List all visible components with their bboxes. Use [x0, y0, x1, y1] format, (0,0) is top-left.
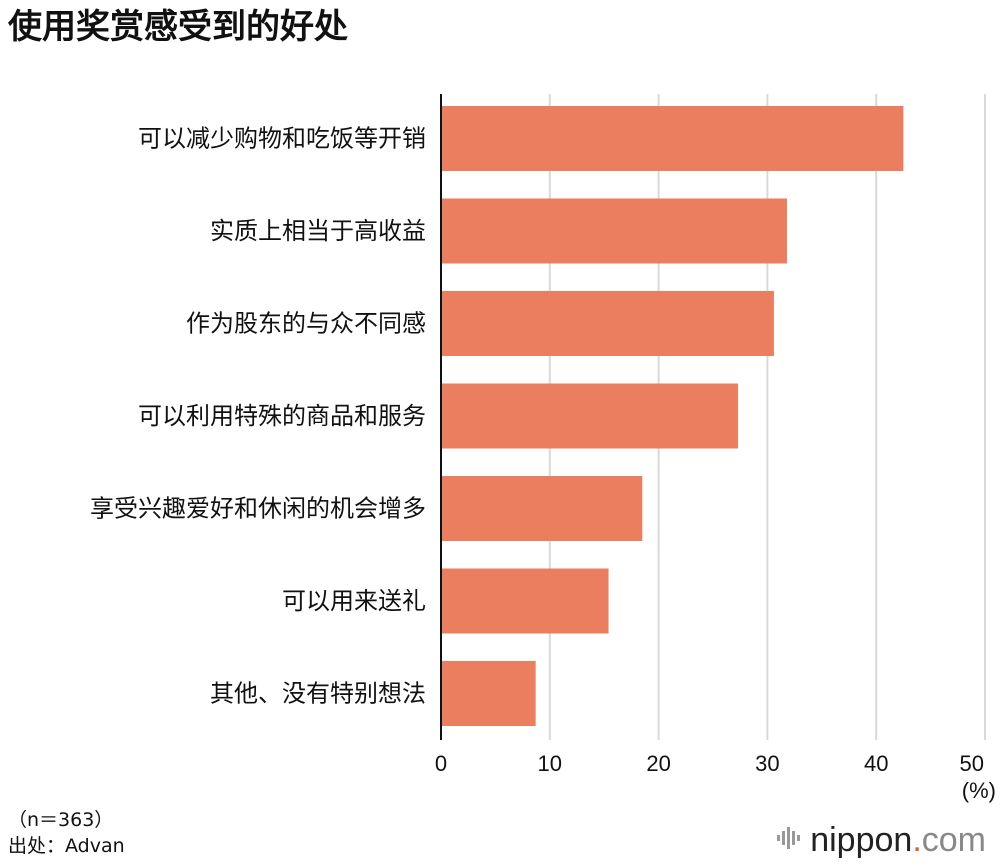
- bar: [441, 476, 643, 541]
- category-label: 可以利用特殊的商品和服务: [138, 402, 426, 430]
- category-label: 可以减少购物和吃饭等开销: [138, 125, 426, 153]
- category-label: 享受兴趣爱好和休闲的机会增多: [90, 495, 426, 523]
- chart-title: 使用奖赏感受到的好处: [8, 7, 348, 47]
- x-tick-label: 40: [864, 751, 888, 776]
- x-unit-label: (%): [962, 778, 996, 803]
- x-tick-label: 50: [960, 751, 984, 776]
- logo-suffix: com: [921, 821, 986, 859]
- bar: [441, 568, 609, 634]
- bar: [441, 291, 774, 356]
- category-label: 其他、没有特别想法: [210, 680, 426, 708]
- logo-mark-icon: [776, 820, 802, 860]
- bar: [441, 106, 904, 171]
- category-label: 实质上相当于高收益: [210, 217, 426, 245]
- x-tick-label: 30: [755, 751, 779, 776]
- category-label: 作为股东的与众不同感: [186, 310, 426, 338]
- bar: [441, 383, 739, 449]
- x-tick-label: 0: [435, 751, 447, 776]
- nippon-logo: nippon. com: [776, 820, 986, 860]
- bar: [441, 661, 536, 726]
- source-note: 出处：Advan: [8, 835, 125, 857]
- category-label: 可以用来送礼: [282, 587, 426, 615]
- logo-name: nippon: [810, 821, 913, 859]
- logo-dot: .: [912, 821, 922, 859]
- sample-size-note: （n＝363）: [8, 809, 114, 831]
- x-tick-label: 20: [646, 751, 670, 776]
- bar: [441, 198, 787, 264]
- x-tick-label: 10: [538, 751, 562, 776]
